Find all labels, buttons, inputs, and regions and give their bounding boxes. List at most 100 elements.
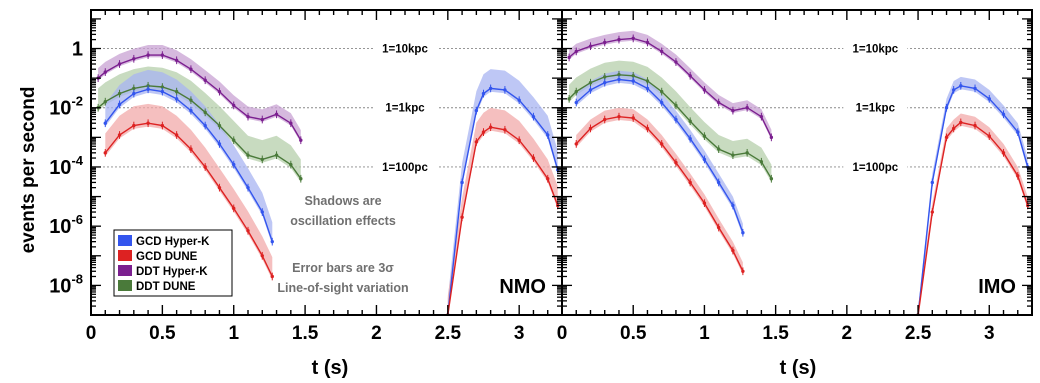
panel-label-nmo: NMO: [499, 276, 546, 298]
band-gcd_hk: [576, 70, 743, 237]
legend-label-gcd-dune: GCD DUNE: [136, 251, 198, 263]
reference-label-bg: [843, 99, 908, 115]
legend-label-gcd-hyper-k: GCD Hyper-K: [136, 236, 210, 248]
data-point-gcd_dune: [503, 128, 507, 132]
series-line-gcd_dune: [917, 121, 1029, 315]
x-tick-label: 3: [984, 323, 995, 344]
data-point-gcd_dune: [146, 121, 150, 125]
data-point-ddt_dune: [769, 177, 774, 181]
data-point-gcd_dune: [574, 142, 578, 146]
data-point-gcd_dune: [260, 254, 264, 258]
reference-label: 1=1kpc: [856, 103, 896, 115]
data-point-gcd_hk: [488, 86, 493, 91]
data-point-gcd_dune: [659, 142, 664, 146]
data-point-gcd_dune: [588, 126, 593, 131]
data-point-gcd_hk: [951, 88, 956, 92]
reference-label-bg: [843, 40, 908, 56]
data-point-gcd_hk: [174, 97, 179, 101]
x-tick-label: 1: [699, 323, 710, 344]
panel-nmo: 1=10kpc 1=1kpc 1=100pc 0 0.5 1 1.5 2 2.5 3 1 10-2 10…: [49, 9, 563, 344]
x-tick-label: 2: [842, 323, 853, 344]
data-point-ddt_hk: [617, 37, 621, 42]
data-point-gcd_hk: [117, 102, 122, 107]
data-point-ddt_dune: [103, 99, 107, 104]
data-point-gcd_hk: [659, 100, 664, 105]
data-point-ddt_dune: [645, 79, 650, 83]
reference-label-bg: [373, 158, 437, 174]
data-point-ddt_hk: [146, 53, 150, 57]
data-point-ddt_dune: [759, 160, 764, 164]
data-point-gcd_dune: [631, 116, 635, 120]
data-point-gcd_hk: [944, 106, 949, 110]
y-tick-label: 10-2: [49, 94, 83, 120]
data-point-ddt_dune: [174, 89, 179, 94]
data-point-gcd_hk: [930, 180, 935, 185]
data-point-ddt_dune: [731, 153, 735, 157]
x-tick-label: 2: [371, 323, 382, 344]
data-point-gcd_hk: [546, 133, 550, 137]
annotation-errorbars-2: Line-of-sight variation: [277, 281, 408, 295]
data-point-ddt_hk: [769, 135, 774, 140]
data-point-gcd_hk: [103, 121, 107, 125]
data-point-ddt_dune: [289, 162, 293, 167]
data-point-ddt_dune: [160, 85, 165, 89]
data-point-gcd_dune: [716, 225, 721, 230]
data-point-gcd_hk: [674, 117, 678, 122]
legend: GCD Hyper-K GCD DUNE DDT Hyper-K DDT DUN…: [113, 229, 233, 297]
data-point-ddt_hk: [274, 112, 279, 117]
data-point-ddt_hk: [174, 58, 179, 63]
band-ddt_hk: [98, 45, 301, 143]
data-point-ddt_dune: [274, 153, 279, 157]
data-point-ddt_dune: [232, 138, 236, 142]
data-point-gcd_hk: [1001, 112, 1006, 117]
data-point-ddt_hk: [731, 108, 735, 113]
data-point-ddt_hk: [645, 40, 650, 45]
data-point-gcd_hk: [217, 142, 222, 146]
data-point-gcd_dune: [617, 114, 621, 119]
data-point-ddt_hk: [588, 44, 593, 48]
data-point-gcd_dune: [959, 120, 963, 125]
data-point-ddt_hk: [246, 114, 250, 119]
data-point-gcd_dune: [474, 140, 479, 144]
data-point-gcd_hk: [260, 210, 264, 214]
data-point-ddt_dune: [745, 151, 749, 155]
series-line-ddt_hk: [97, 54, 302, 141]
band-gcd_dune: [105, 103, 273, 280]
data-point-gcd_hk: [603, 81, 607, 85]
reference-label: 1=100pc: [852, 162, 898, 174]
x-tick-label: 1: [228, 323, 239, 344]
data-point-gcd_dune: [517, 138, 521, 142]
y-tick-label: 1: [72, 39, 83, 61]
data-point-gcd_hk: [973, 86, 977, 91]
data-point-ddt_hk: [702, 88, 707, 92]
panel-imo: 1=10kpc 1=1kpc 1=100pc 0 0.5 1 1.5 2 2.5 3: [557, 9, 1033, 344]
data-point-gcd_dune: [217, 185, 222, 190]
band-ddt_hk: [569, 30, 772, 140]
series-line-ddt_dune: [568, 74, 773, 180]
data-point-gcd_hk: [517, 98, 521, 102]
data-point-gcd_dune: [930, 210, 935, 214]
data-point-ddt_dune: [567, 97, 571, 101]
data-point-gcd_dune: [531, 156, 536, 160]
data-point-ddt_hk: [631, 36, 635, 41]
data-point-ddt_hk: [160, 53, 165, 57]
data-point-ddt_hk: [189, 67, 193, 71]
y-tick-label: 10-4: [49, 153, 84, 179]
data-point-gcd_hk: [1016, 130, 1020, 134]
legend-label-ddt-hyper-k: DDT Hyper-K: [136, 266, 208, 278]
x-axis-label-nmo: t (s): [312, 357, 349, 379]
data-point-gcd_dune: [645, 126, 650, 131]
data-point-gcd_hk: [631, 79, 635, 83]
data-point-gcd_dune: [951, 126, 956, 131]
series-line-ddt_hk: [568, 37, 773, 138]
reference-label: 1=10kpc: [852, 44, 898, 56]
x-tick-label: 1.5: [292, 323, 319, 344]
reference-label-bg: [373, 99, 437, 115]
data-point-gcd_dune: [103, 151, 107, 155]
data-point-ddt_hk: [232, 103, 236, 108]
data-point-gcd_hk: [741, 231, 745, 235]
data-point-gcd_dune: [460, 215, 464, 219]
data-point-gcd_dune: [1001, 151, 1006, 155]
data-point-ddt_dune: [631, 74, 635, 78]
data-point-gcd_hk: [146, 87, 150, 91]
